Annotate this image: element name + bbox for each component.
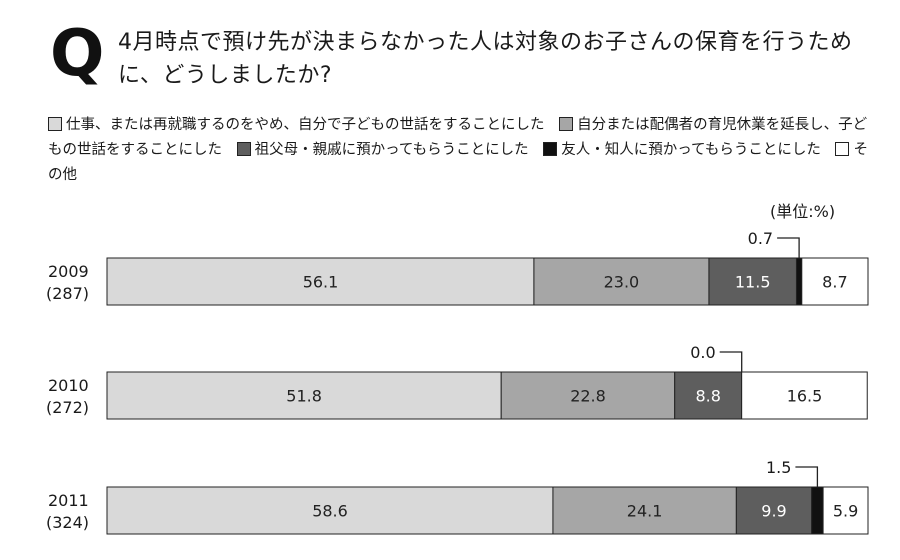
legend-label: 祖父母・親戚に預かってもらうことにした — [254, 142, 529, 158]
unit-label: (単位:%) — [770, 202, 836, 221]
bar-segment — [106, 371, 502, 420]
row-label-sample-size: (272) — [46, 398, 89, 417]
bar-value-label: 24.1 — [627, 502, 663, 521]
bar-value-label: 56.1 — [303, 273, 339, 292]
bar-segment — [533, 257, 710, 306]
question-mark-q: Q — [50, 17, 105, 91]
legend-label: 自分または配偶者の育児休業を延長し、子どもの世話をすることにした — [48, 117, 868, 158]
callout-value-label: 0.0 — [690, 343, 715, 362]
legend-swatch-dark-gray — [236, 142, 251, 156]
callout-value-label: 0.7 — [748, 229, 773, 248]
legend-swatch-mid-gray — [559, 117, 574, 131]
row-label-year: 2009 — [48, 262, 89, 281]
legend-item-friends: 友人・知人に預かってもらうことにした — [543, 142, 821, 158]
bar-value-label: 11.5 — [735, 273, 771, 292]
bar-segment — [106, 486, 554, 535]
bar-value-label: 51.8 — [286, 387, 322, 406]
bar-value-label: 9.9 — [761, 502, 786, 521]
callout-value-label: 1.5 — [766, 458, 791, 477]
bar-segment — [795, 257, 803, 306]
bar-segment — [674, 371, 743, 420]
bar-segment — [552, 486, 737, 535]
bar-segment — [811, 486, 824, 535]
legend-swatch-light-gray — [48, 117, 62, 131]
bar-value-label: 5.9 — [833, 502, 858, 521]
bar-value-label: 22.8 — [570, 387, 606, 406]
bar-segment — [801, 257, 869, 306]
bar-value-label: 8.8 — [695, 387, 720, 406]
legend-label: 友人・知人に預かってもらうことにした — [561, 142, 821, 158]
bar-segment — [500, 371, 676, 420]
row-label-sample-size: (287) — [46, 284, 89, 303]
legend-swatch-white — [835, 142, 850, 156]
question-title: 4月時点で預け先が決まらなかった人は対象のお子さんの保育を行うために、どうしまし… — [118, 30, 853, 88]
legend-label: その他 — [48, 142, 868, 183]
legend-label: 仕事、または再就職するのをやめ、自分で子どもの世話をすることにした — [66, 117, 545, 133]
row-label-year: 2010 — [48, 376, 89, 395]
legend-item-extend-leave: 自分または配偶者の育児休業を延長し、子どもの世話をすることにした — [48, 117, 867, 158]
legend-swatch-black — [543, 142, 558, 156]
bar-value-label: 23.0 — [604, 273, 640, 292]
bar-value-label: 16.5 — [787, 387, 823, 406]
bar-value-label: 8.7 — [822, 273, 847, 292]
legend-item-grandparents: 祖父母・親戚に預かってもらうことにした — [236, 142, 529, 158]
row-label-sample-size: (324) — [46, 513, 89, 532]
bar-segment — [822, 486, 869, 535]
callout-leader-line — [777, 237, 800, 258]
callout-leader-line — [795, 466, 819, 487]
legend: 仕事、または再就職するのをやめ、自分で子どもの世話をすることにした 自分または配… — [48, 113, 868, 188]
bar-segment — [741, 371, 868, 420]
legend-item-quit-job: 仕事、または再就職するのをやめ、自分で子どもの世話をすることにした — [48, 117, 545, 133]
callout-leader-line — [719, 351, 743, 372]
row-label-year: 2011 — [48, 491, 89, 510]
bar-value-label: 58.6 — [312, 502, 348, 521]
legend-item-other: その他 — [48, 142, 868, 183]
